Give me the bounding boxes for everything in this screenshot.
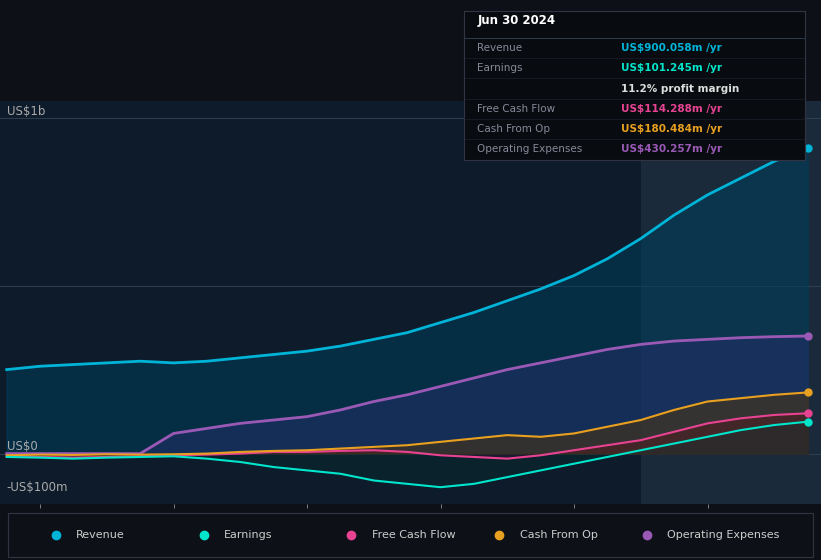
Text: Operating Expenses: Operating Expenses: [667, 530, 780, 540]
Text: Revenue: Revenue: [478, 43, 523, 53]
Text: 11.2% profit margin: 11.2% profit margin: [621, 83, 739, 94]
Text: US$430.257m /yr: US$430.257m /yr: [621, 144, 722, 155]
Text: US$0: US$0: [7, 440, 38, 453]
Bar: [640, 101, 821, 504]
Text: -US$100m: -US$100m: [7, 480, 68, 494]
Text: US$1b: US$1b: [7, 105, 45, 118]
Text: Revenue: Revenue: [76, 530, 125, 540]
Text: Earnings: Earnings: [224, 530, 273, 540]
Text: Jun 30 2024: Jun 30 2024: [478, 14, 556, 27]
Text: US$900.058m /yr: US$900.058m /yr: [621, 43, 722, 53]
Text: US$180.484m /yr: US$180.484m /yr: [621, 124, 722, 134]
Text: Operating Expenses: Operating Expenses: [478, 144, 583, 155]
Text: Cash From Op: Cash From Op: [478, 124, 551, 134]
Text: Earnings: Earnings: [478, 63, 523, 73]
Text: Free Cash Flow: Free Cash Flow: [372, 530, 456, 540]
Text: US$114.288m /yr: US$114.288m /yr: [621, 104, 722, 114]
Text: US$101.245m /yr: US$101.245m /yr: [621, 63, 722, 73]
Text: Free Cash Flow: Free Cash Flow: [478, 104, 556, 114]
Text: Cash From Op: Cash From Op: [520, 530, 598, 540]
